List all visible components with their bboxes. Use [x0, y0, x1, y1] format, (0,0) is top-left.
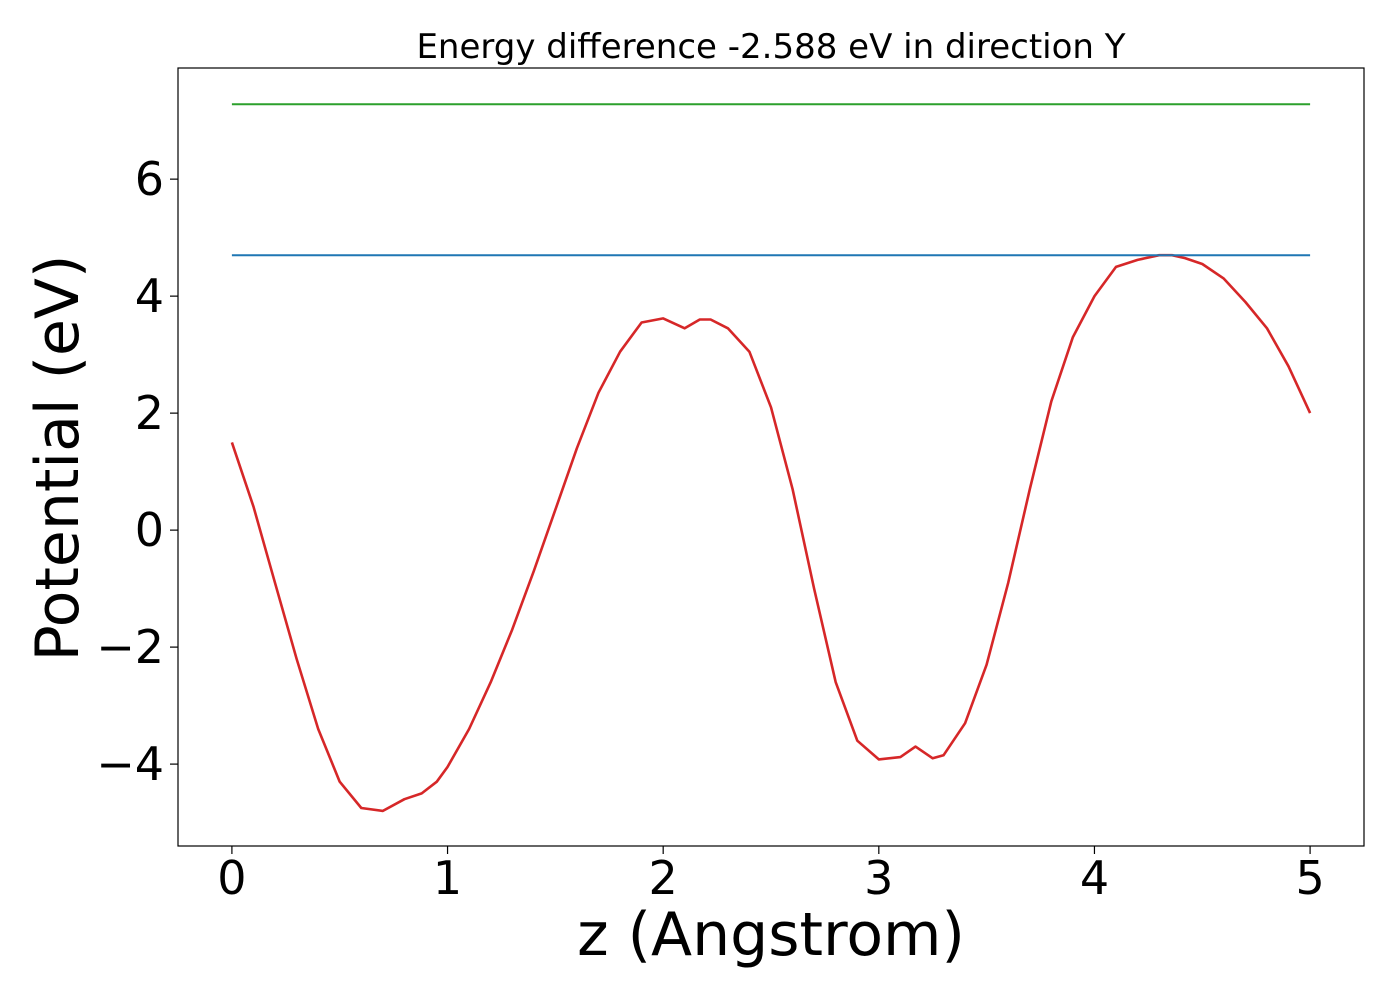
x-tick-label: 5: [1295, 851, 1324, 905]
series-line-1: [230, 253, 1312, 813]
y-tick-label: 4: [135, 269, 164, 323]
y-tick-label: 0: [135, 503, 164, 557]
y-tick-label: −2: [96, 620, 164, 674]
x-tick-label: 4: [1080, 851, 1109, 905]
y-tick-label: 2: [135, 386, 164, 440]
x-tick-label: 1: [433, 851, 462, 905]
x-tick-label: 2: [649, 851, 678, 905]
y-axis-label: Potential (eV): [23, 255, 93, 662]
series-group: [230, 103, 1312, 813]
chart-title: Energy difference -2.588 eV in direction…: [416, 27, 1125, 67]
x-axis-label: z (Angstrom): [577, 900, 965, 970]
x-tick-label: 3: [864, 851, 893, 905]
plot-frame: [177, 67, 1365, 847]
ticks: 0 1 2 3 4 5 −4 −2 0 2 4 6: [96, 152, 1325, 905]
x-tick-label: 0: [217, 851, 246, 905]
y-tick-label: 6: [135, 152, 164, 206]
y-tick-label: −4: [96, 737, 164, 791]
